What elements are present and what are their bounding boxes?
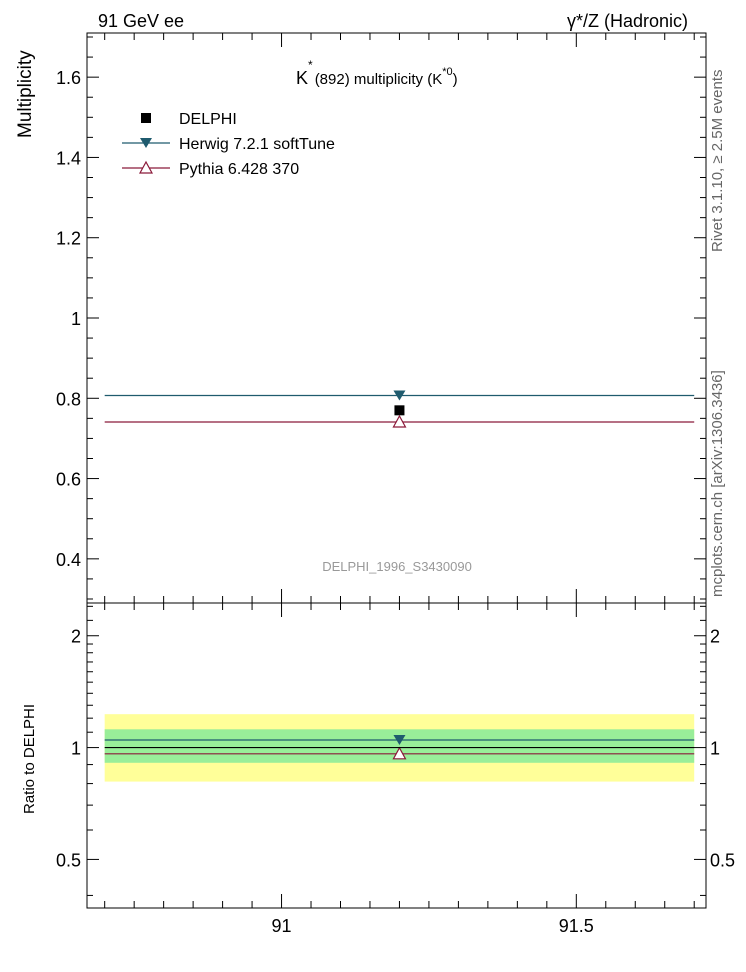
ratio-panel-marks (104, 735, 695, 760)
axes: 0.4 0.6 0.8 1 1.2 1.4 1.6 0.5 0.5 1 1 2 2 91 91.5 (56, 32, 735, 936)
title-sup2: *0 (442, 66, 452, 78)
xtick-label: 91 (272, 916, 292, 936)
ratio-ytick-label-right: 2 (710, 627, 720, 647)
ratio-ytick-label: 2 (71, 627, 81, 647)
plot-title: K*(892) multiplicity (K*0) (296, 58, 458, 88)
ratio-ytick-label: 0.5 (56, 850, 81, 870)
header-right-label: γ*/Z (Hadronic) (567, 11, 688, 31)
legend: DELPHI Herwig 7.2.1 softTune Pythia 6.428 … (122, 111, 335, 178)
title-star: * (308, 58, 313, 72)
legend-label: Pythia 6.428 370 (179, 161, 299, 178)
main-ytick-label: 0.4 (56, 550, 81, 570)
main-point-pythia (392, 414, 407, 428)
ratio-point-pythia (392, 746, 407, 760)
main-ytick-label: 1 (71, 309, 81, 329)
ratio-ytick-label-right: 0.5 (710, 850, 735, 870)
xtick-label: 91.5 (559, 916, 594, 936)
legend-label: DELPHI (179, 111, 237, 128)
mcplots-label: mcplots.cern.ch [arXiv:1306.3436] (709, 370, 726, 597)
rivet-label: Rivet 3.1.10, ≥ 2.5M events (709, 70, 726, 253)
main-panel-marks (104, 390, 695, 428)
analysis-label: DELPHI_1996_S3430090 (322, 559, 472, 574)
ratio-frame (86, 602, 707, 909)
main-ytick-label: 1.4 (56, 148, 81, 168)
legend-label: Herwig 7.2.1 softTune (179, 136, 335, 153)
ratio-point-herwig (393, 735, 406, 746)
title-end: ) (453, 71, 458, 88)
ratio-ytick-label: 1 (71, 739, 81, 759)
main-ytick-label: 0.6 (56, 470, 81, 490)
legend-marker (141, 113, 151, 123)
legend-marker (138, 160, 154, 174)
header-left-label: 91 GeV ee (98, 11, 184, 31)
main-ytick-label: 1.2 (56, 229, 81, 249)
title-k: K (296, 68, 308, 88)
ratio-ylabel: Ratio to DELPHI (21, 704, 38, 814)
main-ylabel: Multiplicity (15, 50, 36, 138)
main-point-herwig (393, 390, 406, 401)
main-ytick-label: 0.8 (56, 389, 81, 409)
title-rest: (892) multiplicity (K (315, 71, 443, 88)
main-point-delphi (394, 405, 405, 416)
legend-marker (140, 138, 152, 148)
main-ytick-label: 1.6 (56, 68, 81, 88)
ratio-ytick-label-right: 1 (710, 739, 720, 759)
